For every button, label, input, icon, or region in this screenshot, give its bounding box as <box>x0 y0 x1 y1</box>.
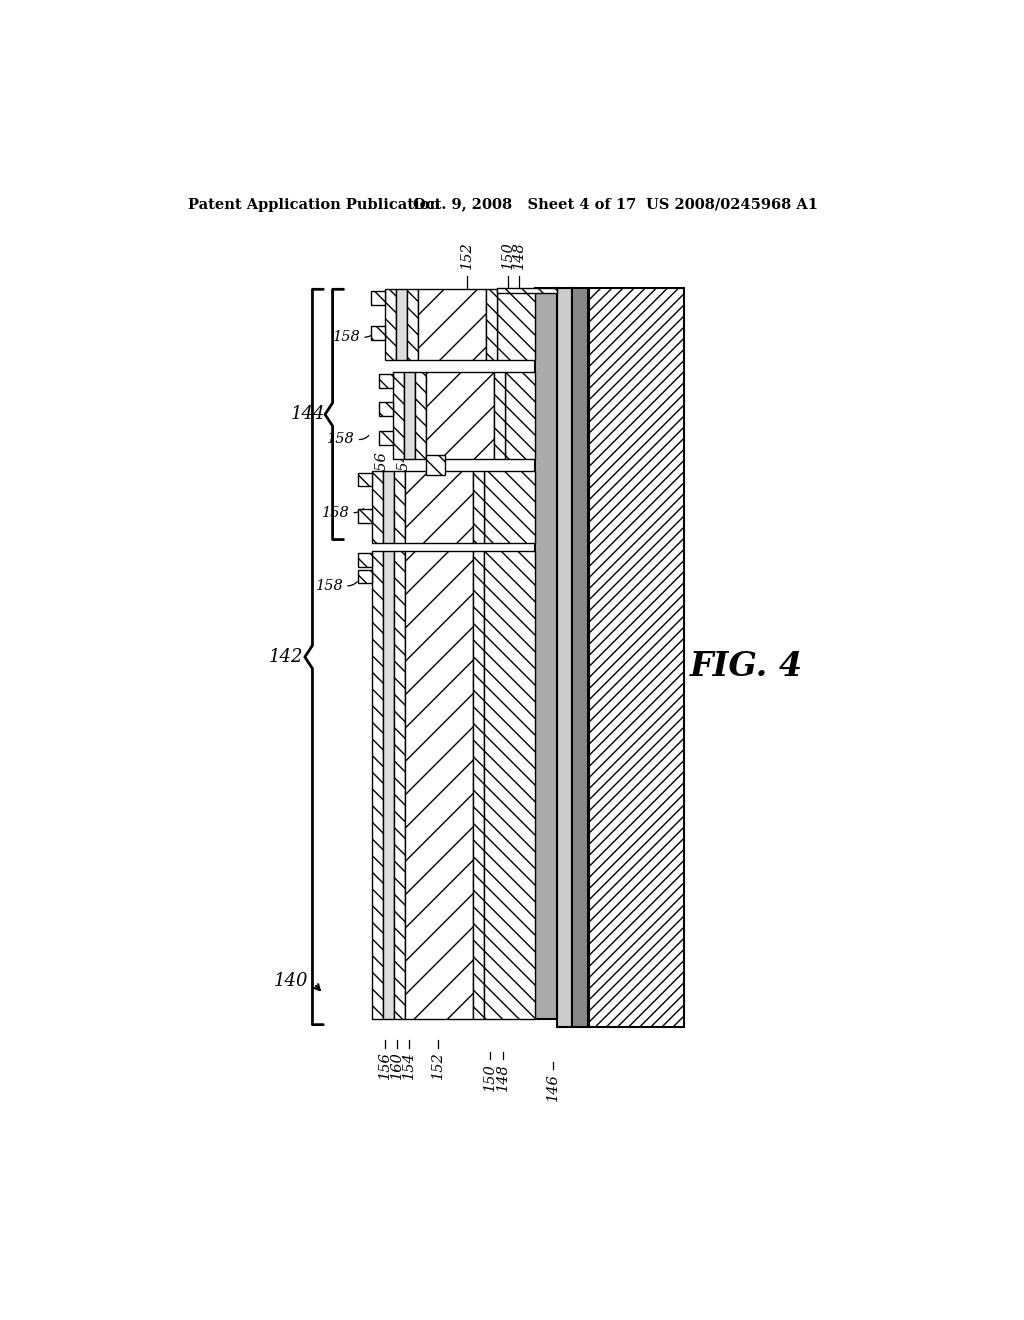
Bar <box>497 288 557 293</box>
Text: 156: 156 <box>375 450 388 478</box>
Bar <box>415 372 426 459</box>
Text: 154: 154 <box>396 450 411 478</box>
Bar <box>473 471 483 544</box>
Text: 150: 150 <box>483 1063 497 1090</box>
Text: 156: 156 <box>378 1052 392 1080</box>
Bar <box>372 471 383 544</box>
Text: 142: 142 <box>268 648 303 665</box>
Bar <box>372 290 385 305</box>
Bar <box>358 473 372 487</box>
Bar <box>396 289 407 360</box>
Bar <box>379 403 393 416</box>
Bar <box>418 289 486 360</box>
Bar <box>494 372 505 459</box>
Text: 160: 160 <box>390 1052 403 1080</box>
Bar <box>394 471 404 544</box>
Text: 140: 140 <box>273 972 308 990</box>
Bar <box>483 552 535 1019</box>
Text: 154: 154 <box>402 1052 417 1080</box>
Bar <box>572 288 588 1027</box>
Bar <box>589 288 684 1027</box>
Bar <box>358 508 372 523</box>
Text: 148: 148 <box>496 1063 510 1090</box>
Bar <box>404 552 473 1019</box>
Bar <box>393 372 403 459</box>
Bar <box>394 552 404 1019</box>
Bar <box>426 455 445 475</box>
Text: 158: 158 <box>322 506 349 520</box>
Bar <box>497 289 535 360</box>
Text: 158: 158 <box>315 578 343 593</box>
Bar <box>407 289 418 360</box>
Text: 150: 150 <box>501 240 515 268</box>
Bar <box>372 552 383 1019</box>
Bar <box>486 289 497 360</box>
Bar <box>358 570 372 583</box>
Bar <box>383 471 394 544</box>
Text: 144: 144 <box>291 405 325 422</box>
Text: 152: 152 <box>461 240 474 268</box>
Bar <box>473 552 483 1019</box>
Text: 152: 152 <box>431 1052 445 1080</box>
Bar <box>404 471 473 544</box>
Bar <box>383 552 394 1019</box>
Text: 148: 148 <box>512 240 526 268</box>
Text: US 2008/0245968 A1: US 2008/0245968 A1 <box>646 198 818 211</box>
Bar <box>557 288 572 1027</box>
Bar <box>358 553 372 566</box>
Text: FIG. 4: FIG. 4 <box>690 651 803 684</box>
Bar <box>426 372 494 459</box>
Text: 158: 158 <box>328 433 355 446</box>
Bar <box>385 289 396 360</box>
Text: 158: 158 <box>333 330 360 345</box>
Bar <box>505 372 535 459</box>
Bar <box>535 288 557 1019</box>
Bar <box>379 374 393 388</box>
Bar <box>379 432 393 445</box>
Bar <box>403 372 415 459</box>
Bar <box>372 326 385 341</box>
Text: 146: 146 <box>546 1073 560 1101</box>
Text: Patent Application Publication: Patent Application Publication <box>188 198 440 211</box>
Text: Oct. 9, 2008   Sheet 4 of 17: Oct. 9, 2008 Sheet 4 of 17 <box>414 198 637 211</box>
Bar <box>483 471 535 544</box>
